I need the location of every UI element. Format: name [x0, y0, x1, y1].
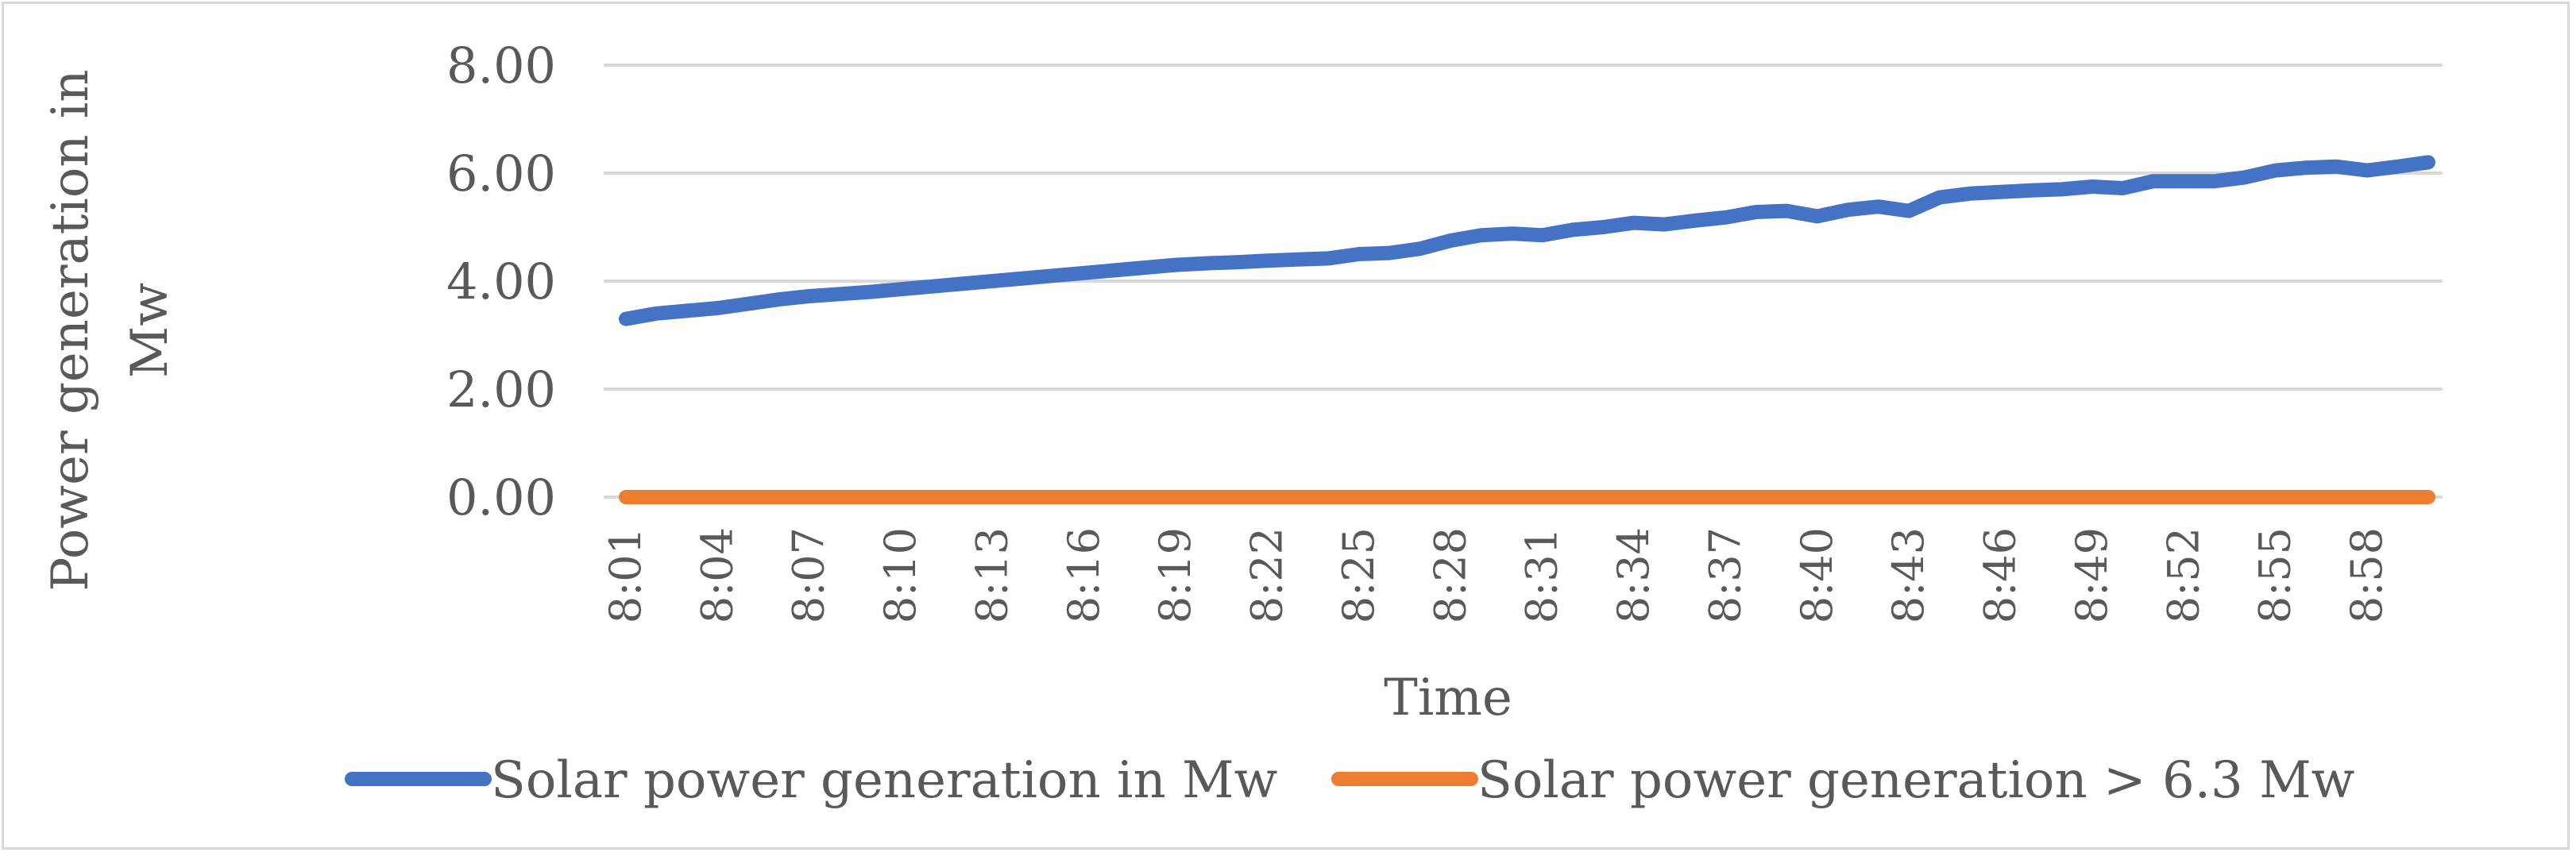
x-tick-label: 8:46 [1975, 527, 2026, 623]
x-axis-title: Time [1384, 669, 1512, 727]
gridlines [604, 64, 2443, 499]
y-tick-label: 4.00 [446, 253, 556, 310]
x-tick-label: 8:49 [2067, 527, 2117, 623]
legend-label-solar: Solar power generation in Mw [491, 751, 1277, 810]
y-tick-label: 8.00 [446, 37, 556, 94]
y-tick-label: 6.00 [446, 145, 556, 202]
y-tick-label: 0.00 [446, 468, 556, 526]
x-tick-label: 8:10 [875, 527, 925, 623]
y-axis-title-line-2: Mw [121, 283, 180, 378]
series-lines [619, 155, 2435, 504]
series-line-solar [619, 155, 2435, 326]
x-tick-label: 8:34 [1609, 527, 1659, 623]
x-tick-label: 8:28 [1425, 527, 1475, 623]
x-tick-label: 8:40 [1792, 527, 1842, 623]
x-tick-label: 8:52 [2158, 527, 2208, 623]
legend-label-solar-above-threshold: Solar power generation > 6.3 Mw [1477, 751, 2354, 810]
y-axis-title-line-1: Power generation in [41, 69, 100, 591]
x-tick-label: 8:37 [1700, 527, 1750, 623]
y-tick-label: 2.00 [446, 361, 556, 418]
x-tick-label: 8:16 [1059, 527, 1109, 623]
legend: Solar power generation in Mw Solar power… [345, 751, 2354, 810]
x-tick-label: 8:25 [1334, 527, 1384, 623]
y-axis-ticks: 0.00 2.00 4.00 6.00 8.00 [446, 37, 556, 526]
x-tick-label: 8:04 [692, 527, 742, 623]
x-tick-label: 8:01 [601, 527, 651, 623]
x-tick-label: 8:07 [784, 527, 834, 623]
x-tick-label: 8:31 [1517, 527, 1567, 623]
x-tick-label: 8:22 [1242, 527, 1292, 623]
x-tick-label: 8:19 [1150, 527, 1200, 623]
x-tick-label: 8:55 [2250, 527, 2300, 623]
x-tick-label: 8:43 [1883, 527, 1933, 623]
x-axis-ticks: 8:01 8:04 8:07 8:10 8:13 8:16 8:19 8:22 8:25 8:28… [601, 527, 2392, 623]
x-tick-label: 8:58 [2342, 527, 2392, 623]
x-tick-label: 8:13 [967, 527, 1017, 623]
